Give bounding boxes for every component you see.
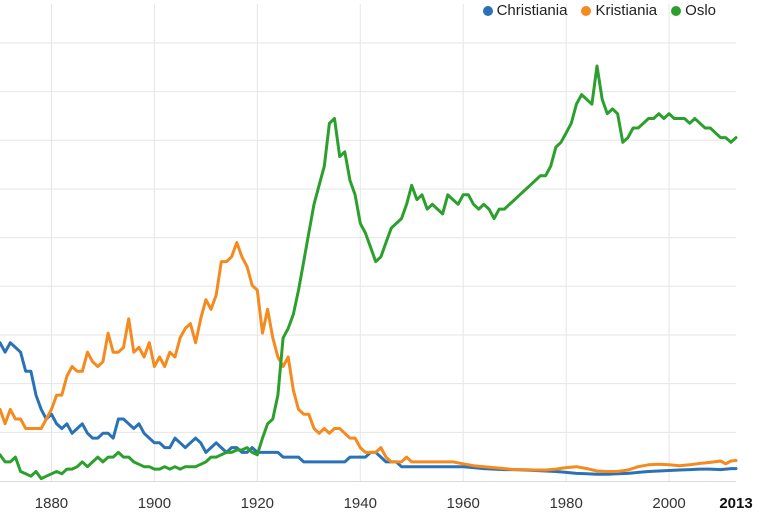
legend-marker-oslo <box>671 5 682 16</box>
x-tick-label: 1880 <box>35 495 68 512</box>
x-tick-label: 1940 <box>344 495 377 512</box>
x-tick-label: 1980 <box>549 495 582 512</box>
legend-marker-kristiania <box>581 5 592 16</box>
series-line-kristiania <box>0 241 738 473</box>
x-tick-label: 1960 <box>447 495 480 512</box>
legend-label-kristiania: Kristiania <box>595 2 658 19</box>
legend-label-christiania: Christiania <box>496 2 568 19</box>
legend-marker-christiania <box>482 5 493 16</box>
series-line-oslo <box>0 64 738 481</box>
legend: Christiania Kristiania Oslo <box>482 2 716 19</box>
x-tick-label: 1900 <box>138 495 171 512</box>
x-tick-label: 1920 <box>241 495 274 512</box>
x-tick-label-end: 2013 <box>719 495 752 512</box>
legend-label-oslo: Oslo <box>685 2 716 19</box>
legend-item-christiania[interactable]: Christiania <box>482 2 568 19</box>
legend-item-kristiania[interactable]: Kristiania <box>581 2 657 19</box>
series-line-christiania <box>0 341 738 476</box>
series-lines <box>0 64 738 481</box>
x-axis-ticks: 1880 1900 1920 1940 1960 1980 2000 2013 <box>35 495 753 512</box>
legend-item-oslo[interactable]: Oslo <box>671 2 716 19</box>
x-tick-label: 2000 <box>652 495 685 512</box>
